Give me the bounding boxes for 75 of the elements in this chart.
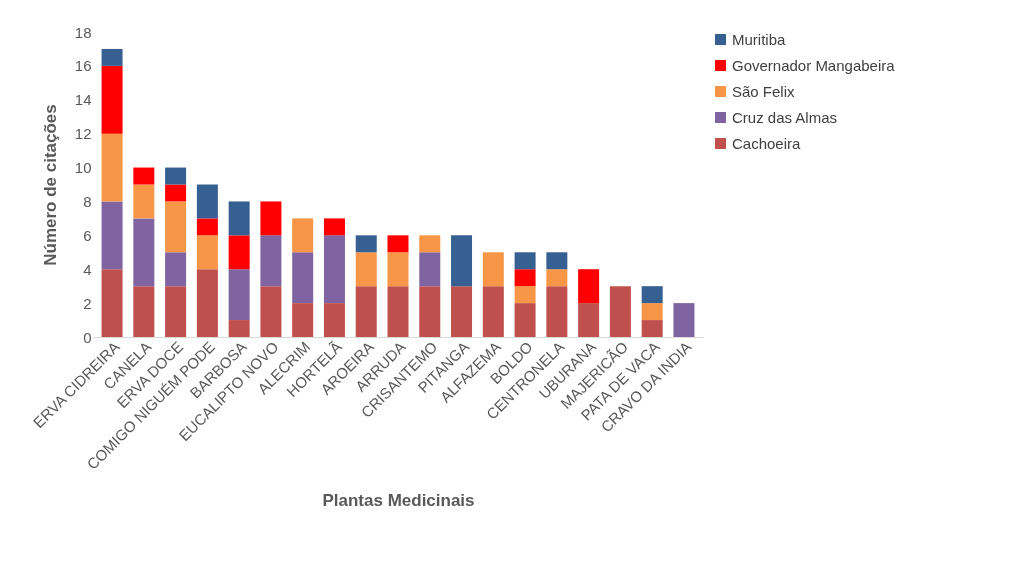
bar	[165, 201, 187, 253]
legend-label: Muritiba	[732, 30, 787, 48]
bar	[673, 303, 695, 337]
y-tick-label: 16	[74, 57, 92, 75]
y-tick-label: 2	[83, 294, 92, 312]
bar	[387, 252, 409, 287]
bar	[387, 235, 409, 253]
bar	[609, 286, 631, 337]
bar	[165, 286, 187, 337]
bar	[196, 218, 218, 236]
bar	[260, 286, 282, 337]
bar	[165, 184, 187, 202]
bar	[419, 235, 441, 253]
legend-label: Cruz das Almas	[732, 108, 838, 126]
bar	[260, 201, 282, 236]
bar	[578, 303, 600, 337]
bar	[101, 269, 123, 337]
y-tick-label: 12	[74, 125, 92, 143]
bar	[482, 286, 504, 337]
bar	[292, 252, 314, 304]
y-tick-label: 10	[74, 159, 92, 177]
bar	[101, 133, 123, 202]
bar	[196, 184, 218, 219]
bar	[101, 48, 123, 66]
legend-label: São Felix	[732, 82, 796, 100]
y-tick-label: 4	[83, 260, 92, 278]
bar	[101, 201, 123, 270]
bar	[196, 235, 218, 270]
bar	[101, 65, 123, 134]
legend-label: Cachoeira	[732, 134, 802, 152]
bar	[323, 235, 345, 304]
bar	[292, 218, 314, 253]
bar	[133, 184, 155, 219]
bar	[546, 252, 568, 270]
bar	[323, 303, 345, 337]
bar	[355, 252, 377, 287]
legend-label: Governador Mangabeira	[732, 56, 896, 74]
y-tick-label: 0	[83, 328, 92, 346]
bar	[228, 269, 250, 321]
bar	[228, 201, 250, 236]
bar	[482, 252, 504, 287]
bar	[451, 235, 473, 287]
x-axis-title: Plantas Medicinais	[322, 490, 475, 510]
bar	[546, 286, 568, 337]
bar	[514, 252, 536, 270]
bar	[419, 286, 441, 337]
bar	[133, 218, 155, 287]
bar	[228, 320, 250, 337]
y-tick-label: 14	[74, 91, 92, 109]
bar	[165, 167, 187, 185]
bar	[355, 235, 377, 253]
bar	[514, 269, 536, 287]
y-axis-title: Número de citações	[40, 104, 60, 266]
bar	[165, 252, 187, 287]
bar	[260, 235, 282, 287]
bar	[514, 303, 536, 337]
bar	[133, 167, 155, 185]
y-tick-label: 18	[74, 23, 92, 41]
bar	[514, 286, 536, 304]
y-tick-label: 8	[83, 192, 92, 210]
bar	[292, 303, 314, 337]
bar	[578, 269, 600, 304]
y-tick-label: 6	[83, 226, 92, 244]
bar	[419, 252, 441, 287]
bar	[641, 320, 663, 337]
bar	[451, 286, 473, 337]
bar	[196, 269, 218, 337]
bar	[133, 286, 155, 337]
bar	[546, 269, 568, 287]
bar	[323, 218, 345, 236]
bar	[355, 286, 377, 337]
bar	[228, 235, 250, 270]
bar	[641, 286, 663, 304]
bar	[387, 286, 409, 337]
bar	[641, 303, 663, 321]
